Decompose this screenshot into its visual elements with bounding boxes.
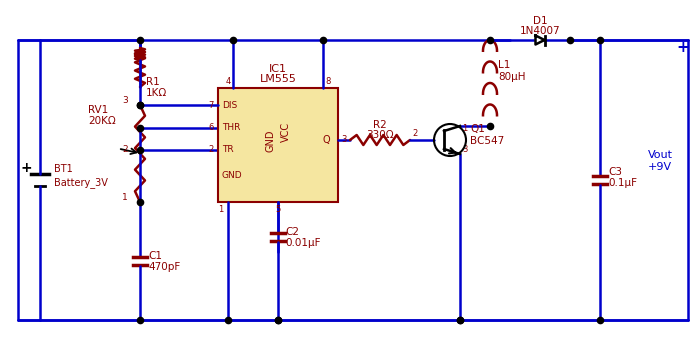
Text: Battery_3V: Battery_3V xyxy=(54,177,108,188)
Text: 0.01μF: 0.01μF xyxy=(285,238,321,248)
Text: GND: GND xyxy=(222,172,243,181)
Text: 20KΩ: 20KΩ xyxy=(88,116,116,126)
Text: 3: 3 xyxy=(462,145,468,154)
Text: L1: L1 xyxy=(498,60,510,70)
Text: 2: 2 xyxy=(122,145,127,154)
Text: +: + xyxy=(20,161,32,175)
Text: GND: GND xyxy=(265,130,275,152)
Text: 4: 4 xyxy=(225,77,230,86)
Text: 8: 8 xyxy=(326,77,330,86)
Text: 2: 2 xyxy=(412,129,417,138)
Text: 1: 1 xyxy=(462,124,468,133)
Text: 470pF: 470pF xyxy=(148,262,181,272)
Text: DIS: DIS xyxy=(222,100,237,110)
Text: 1: 1 xyxy=(218,205,223,214)
Text: 3: 3 xyxy=(122,96,127,105)
Text: IC1: IC1 xyxy=(269,64,287,74)
Text: 80μH: 80μH xyxy=(498,72,526,82)
Text: LM555: LM555 xyxy=(260,74,296,84)
Text: 6: 6 xyxy=(209,124,214,133)
Text: Vout: Vout xyxy=(648,150,673,160)
Text: Q1: Q1 xyxy=(470,124,485,134)
Polygon shape xyxy=(536,35,545,44)
Text: TR: TR xyxy=(222,146,234,154)
Text: VCC: VCC xyxy=(281,122,291,142)
Text: +9V: +9V xyxy=(648,162,672,172)
Text: Q: Q xyxy=(322,135,330,145)
Text: R2: R2 xyxy=(373,120,387,130)
Text: 5: 5 xyxy=(275,205,281,214)
Text: 0.1μF: 0.1μF xyxy=(608,178,637,188)
Text: 2: 2 xyxy=(209,146,214,154)
Text: C3: C3 xyxy=(608,167,622,177)
Text: THR: THR xyxy=(222,124,240,133)
Text: BT1: BT1 xyxy=(54,164,73,174)
Bar xyxy=(218,88,338,202)
Text: R1: R1 xyxy=(146,77,160,87)
Text: 1N4007: 1N4007 xyxy=(519,26,560,36)
Text: D1: D1 xyxy=(533,16,547,26)
Text: +: + xyxy=(677,41,690,56)
Text: C1: C1 xyxy=(148,251,162,261)
Text: 7: 7 xyxy=(209,100,214,110)
Text: RV1: RV1 xyxy=(88,105,108,115)
Text: 3: 3 xyxy=(341,135,346,145)
Text: BC547: BC547 xyxy=(470,136,504,146)
Text: C2: C2 xyxy=(285,227,299,237)
Text: 330Ω: 330Ω xyxy=(366,130,394,140)
Text: 1KΩ: 1KΩ xyxy=(146,88,167,98)
Text: 1: 1 xyxy=(122,193,127,202)
